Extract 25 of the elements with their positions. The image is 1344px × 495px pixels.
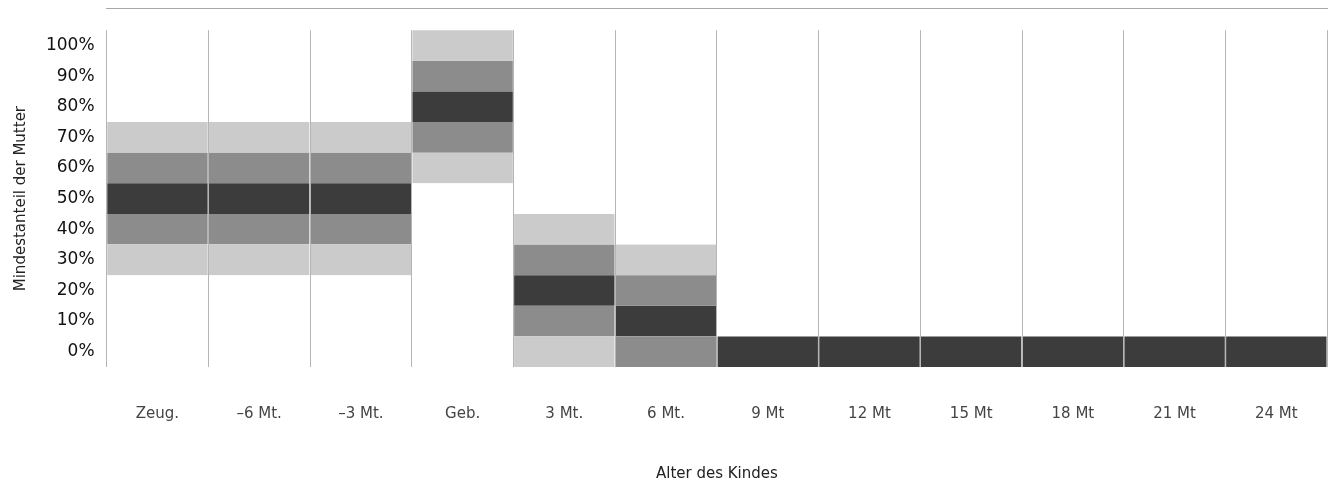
x-tick-label: –3 Mt. <box>338 403 384 422</box>
y-tick-label: 40% <box>56 217 95 238</box>
x-tick-label: 6 Mt. <box>647 403 685 422</box>
x-tick-label: Geb. <box>445 403 481 422</box>
x-tick-label: 3 Mt. <box>545 403 584 422</box>
x-tick-label: 9 Mt <box>751 403 785 422</box>
x-tick-label: 12 Mt <box>848 403 891 422</box>
x-tick-label: –6 Mt. <box>236 403 282 422</box>
x-tick-label: 24 Mt <box>1254 403 1298 422</box>
x-tick-label: 18 Mt <box>1051 403 1095 422</box>
y-tick-label: 80% <box>56 95 95 116</box>
y-tick-label: 50% <box>56 187 95 208</box>
y-tick-label: 20% <box>56 278 95 299</box>
y-tick-label: 10% <box>56 309 95 330</box>
y-tick-label: 60% <box>56 156 95 177</box>
x-tick-label: Zeug. <box>135 403 180 422</box>
y-tick-label: 0% <box>67 340 95 361</box>
y-tick-label: 90% <box>56 64 95 85</box>
y-tick-label: 100% <box>45 33 95 54</box>
y-axis-title: Mindestanteil der Mutter <box>10 105 29 292</box>
x-tick-label: 21 Mt <box>1153 403 1197 422</box>
x-tick-label: 15 Mt <box>949 403 993 422</box>
y-tick-label: 70% <box>56 125 95 146</box>
x-axis-title: Alter des Kindes <box>655 463 779 482</box>
y-tick-label: 30% <box>56 248 95 269</box>
